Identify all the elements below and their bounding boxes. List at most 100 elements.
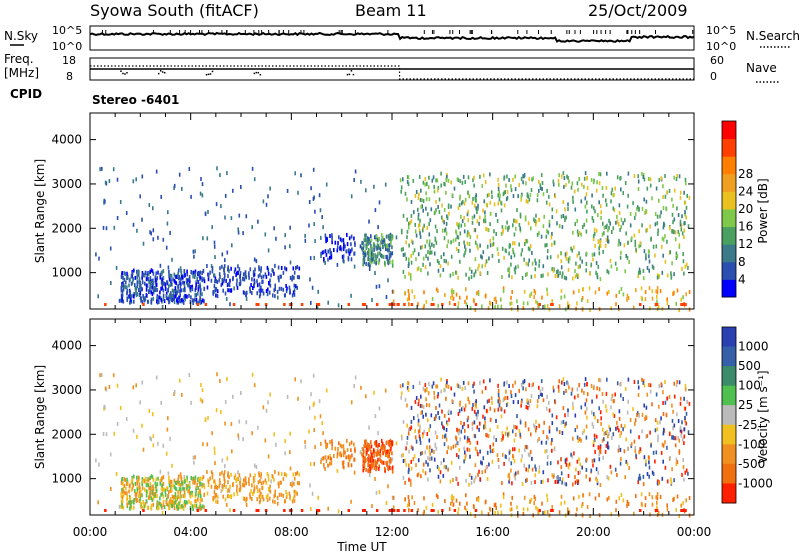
scatter-cell xyxy=(285,490,287,494)
scatter-cell xyxy=(414,428,416,433)
scatter-cell xyxy=(348,442,351,447)
scatter-cell xyxy=(425,505,428,510)
scatter-cell xyxy=(353,178,355,182)
scatter-cell xyxy=(637,393,640,397)
scatter-cell xyxy=(641,223,643,228)
scatter-cell xyxy=(369,240,371,245)
scatter-cell xyxy=(130,281,133,286)
scatter-cell xyxy=(378,200,381,205)
scatter-cell xyxy=(618,409,621,414)
scatter-cell xyxy=(605,391,608,396)
scatter-cell xyxy=(227,471,229,476)
scatter-cell xyxy=(514,476,517,481)
scatter-cell xyxy=(610,264,613,269)
scatter-cell xyxy=(326,238,328,243)
scatter-cell xyxy=(137,272,140,277)
scatter-cell xyxy=(629,212,632,216)
scatter-cell xyxy=(433,449,435,454)
scatter-cell xyxy=(481,510,483,515)
scatter-cell xyxy=(389,438,392,443)
scatter-cell xyxy=(278,286,281,291)
scatter-cell xyxy=(688,290,691,294)
scatter-cell xyxy=(277,471,280,476)
scatter-cell xyxy=(156,501,159,506)
scatter-cell xyxy=(350,194,353,199)
scatter-cell xyxy=(171,257,173,262)
scatter-cell xyxy=(618,203,621,208)
scatter-cell xyxy=(497,252,500,256)
scatter-cell xyxy=(225,297,228,301)
scatter-cell xyxy=(546,292,549,297)
scatter-cell xyxy=(572,482,574,487)
scatter-cell xyxy=(327,249,329,254)
scatter-cell xyxy=(508,270,511,275)
scatter-cell xyxy=(207,483,210,488)
scatter-cell xyxy=(560,471,563,476)
scatter-cell xyxy=(684,418,686,423)
scatter-cell xyxy=(545,234,548,239)
scatter-cell xyxy=(118,504,121,509)
scatter-cell xyxy=(361,246,363,251)
colorbar-segment xyxy=(722,366,736,387)
scatter-cell xyxy=(478,263,480,268)
scatter-cell xyxy=(560,251,562,256)
scatter-cell xyxy=(620,393,622,398)
scatter-cell xyxy=(610,470,613,475)
scatter-cell xyxy=(348,236,351,241)
scatter-cell xyxy=(598,457,601,462)
scatter-cell xyxy=(138,270,140,275)
scatter-cell xyxy=(179,504,181,509)
scatter-cell xyxy=(574,207,577,212)
scatter-cell xyxy=(141,174,144,179)
scatter-cell xyxy=(576,181,579,186)
scatter-cell xyxy=(649,430,651,435)
scatter-cell xyxy=(331,233,333,238)
scatter-cell xyxy=(567,257,570,262)
scatter-cell xyxy=(144,479,146,484)
scatter-cell xyxy=(210,484,213,489)
scatter-cell xyxy=(433,184,435,189)
scatter-cell xyxy=(163,281,165,286)
scatter-cell xyxy=(364,456,366,461)
scatter-cell xyxy=(260,472,262,477)
scatter-cell xyxy=(606,497,609,502)
scatter-cell xyxy=(152,271,155,276)
scatter-cell xyxy=(592,443,595,448)
scatter-cell xyxy=(206,236,209,241)
scatter-cell xyxy=(173,485,176,489)
scatter-cell xyxy=(141,271,144,275)
scatter-cell xyxy=(500,297,502,302)
scatter-cell xyxy=(678,514,680,519)
scatter-cell xyxy=(585,474,587,479)
scatter-cell xyxy=(560,265,563,270)
scatter-cell xyxy=(486,450,489,455)
x-tick-label: 12:00 xyxy=(375,525,410,539)
scatter-cell xyxy=(497,193,499,198)
scatter-cell xyxy=(649,383,652,388)
scatter-cell xyxy=(215,202,218,207)
scatter-cell xyxy=(534,290,537,295)
scatter-cell xyxy=(284,266,286,271)
scatter-cell xyxy=(450,204,452,209)
scatter-cell xyxy=(255,465,258,470)
scatter-cell xyxy=(479,421,481,426)
scatter-cell xyxy=(188,276,191,281)
scatter-cell xyxy=(220,489,223,494)
scatter-cell xyxy=(370,251,373,256)
scatter-cell xyxy=(319,208,322,213)
scatter-cell xyxy=(513,218,515,223)
scatter-cell xyxy=(652,472,655,476)
scatter-cell xyxy=(485,432,487,437)
scatter-cell xyxy=(451,293,454,297)
scatter-cell xyxy=(404,397,407,402)
scatter-cell xyxy=(285,473,288,478)
scatter-cell xyxy=(489,428,491,433)
scatter-cell xyxy=(536,438,539,443)
scatter-cell xyxy=(648,268,650,273)
scatter-cell xyxy=(562,200,565,205)
scatter-cell xyxy=(464,453,467,458)
scatter-cell xyxy=(445,384,448,389)
scatter-cell xyxy=(664,380,666,384)
scatter-cell xyxy=(410,239,413,244)
scatter-cell xyxy=(659,420,661,425)
